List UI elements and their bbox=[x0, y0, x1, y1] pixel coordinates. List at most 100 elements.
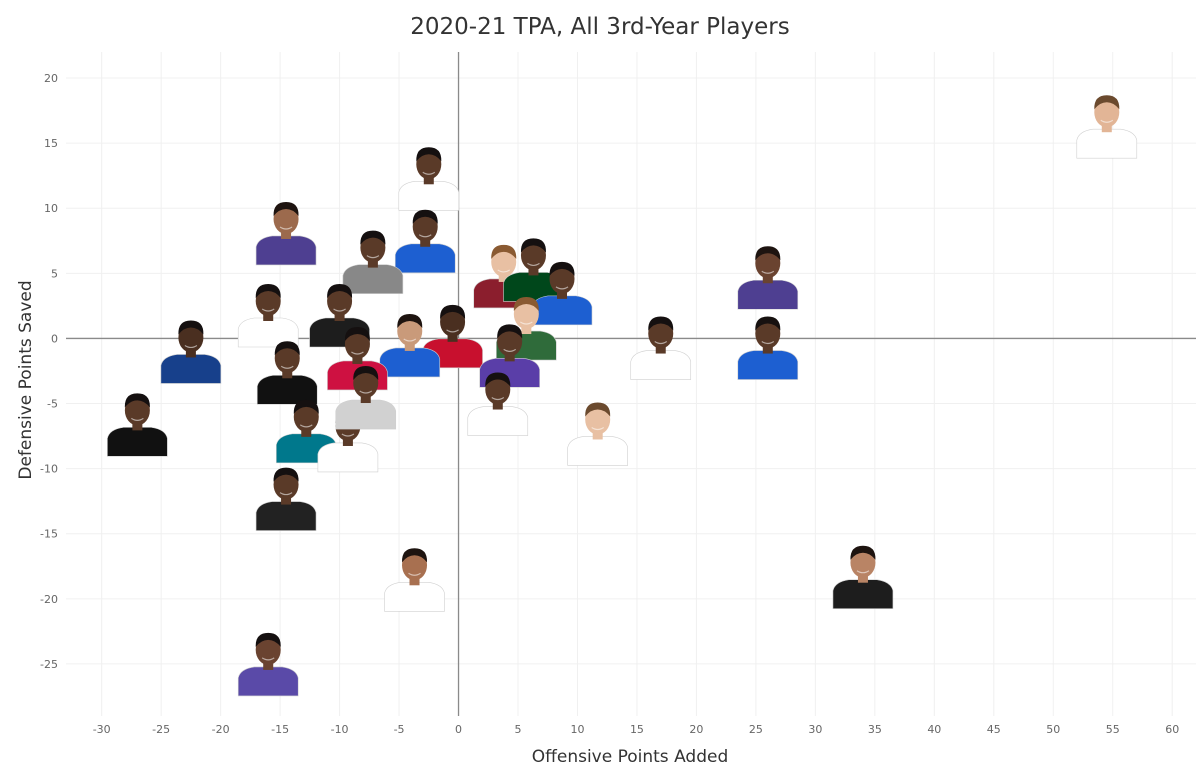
player-jersey bbox=[384, 581, 445, 612]
player-smile bbox=[184, 344, 198, 349]
zero-axes bbox=[66, 52, 1196, 716]
y-tick-label: -10 bbox=[40, 463, 58, 476]
x-tick-label: 60 bbox=[1165, 723, 1179, 736]
player-headshot-point bbox=[256, 341, 318, 405]
player-face bbox=[293, 401, 319, 432]
y-tick-label: -20 bbox=[40, 593, 58, 606]
player-hair bbox=[648, 316, 674, 331]
player-jersey bbox=[237, 317, 299, 348]
player-smile bbox=[131, 417, 144, 421]
player-jersey bbox=[467, 406, 529, 436]
player-smile bbox=[446, 329, 459, 333]
player-neck bbox=[352, 355, 363, 364]
player-neck bbox=[762, 345, 773, 354]
player-neck bbox=[132, 422, 143, 431]
player-smile bbox=[761, 270, 775, 274]
tick-labels: -30 -25 -20 -15 -10 -5 0 5 10 15 20 25 30 35 40 45 50 55 6… bbox=[40, 72, 1179, 736]
player-smile bbox=[418, 234, 432, 238]
player-headshot-point bbox=[467, 372, 529, 436]
player-hair bbox=[293, 399, 319, 414]
x-tick-label: -20 bbox=[212, 723, 230, 736]
player-jersey bbox=[342, 264, 404, 294]
player-face bbox=[755, 248, 781, 279]
player-jersey bbox=[379, 347, 441, 378]
player-hair bbox=[274, 341, 300, 356]
player-face bbox=[1094, 97, 1120, 128]
player-hair bbox=[513, 297, 539, 312]
player-hair bbox=[124, 393, 150, 408]
player-hair bbox=[1094, 95, 1120, 110]
player-headshot-point bbox=[503, 238, 564, 302]
player-neck bbox=[762, 275, 773, 284]
player-neck bbox=[528, 267, 539, 276]
player-headshot-point bbox=[335, 366, 397, 430]
player-hair bbox=[497, 324, 523, 339]
player-smile bbox=[299, 424, 313, 428]
player-neck bbox=[263, 312, 274, 321]
player-smile bbox=[856, 570, 870, 574]
player-neck bbox=[447, 333, 458, 342]
player-smile bbox=[359, 390, 373, 394]
player-smile bbox=[519, 321, 533, 325]
player-neck bbox=[334, 312, 345, 321]
player-headshot-point bbox=[255, 467, 317, 531]
chart-title: 2020-21 TPA, All 3rd-Year Players bbox=[410, 14, 789, 40]
player-face bbox=[344, 328, 370, 359]
player-hair bbox=[520, 238, 546, 253]
y-tick-label: -15 bbox=[40, 528, 58, 541]
player-neck bbox=[592, 431, 603, 440]
player-face bbox=[402, 550, 428, 581]
player-hair bbox=[401, 548, 428, 563]
player-hair bbox=[549, 261, 575, 276]
player-hair bbox=[397, 313, 423, 328]
player-headshot-point bbox=[1076, 95, 1138, 159]
x-tick-label: 45 bbox=[987, 723, 1001, 736]
player-smile bbox=[654, 341, 668, 345]
player-face bbox=[755, 318, 781, 349]
player-face bbox=[491, 246, 517, 277]
player-face bbox=[549, 263, 575, 294]
player-smile bbox=[280, 365, 294, 369]
player-hair bbox=[585, 402, 611, 417]
player-face bbox=[274, 343, 300, 374]
player-headshot-point bbox=[630, 316, 692, 380]
player-headshot-point bbox=[255, 201, 317, 266]
x-tick-label: 35 bbox=[868, 723, 882, 736]
player-headshot-point bbox=[160, 320, 222, 384]
player-jersey bbox=[1076, 128, 1138, 159]
y-axis-title: Defensive Points Saved bbox=[16, 280, 36, 479]
player-neck bbox=[557, 290, 568, 299]
player-face bbox=[255, 634, 281, 665]
player-neck bbox=[360, 395, 371, 404]
player-jersey bbox=[160, 354, 222, 384]
x-tick-label: 15 bbox=[630, 723, 644, 736]
player-neck bbox=[281, 496, 292, 505]
player-smile bbox=[333, 308, 346, 312]
player-smile bbox=[261, 308, 275, 312]
player-face bbox=[124, 395, 150, 426]
player-jersey bbox=[237, 666, 299, 697]
x-tick-label: 50 bbox=[1046, 723, 1060, 736]
player-neck bbox=[521, 326, 532, 335]
player-jersey bbox=[737, 279, 799, 310]
player-smile bbox=[761, 341, 775, 345]
player-neck bbox=[504, 353, 515, 362]
player-neck bbox=[857, 574, 868, 583]
player-hair bbox=[485, 372, 511, 387]
y-tick-label: 0 bbox=[51, 332, 58, 345]
player-jersey bbox=[531, 295, 593, 326]
y-tick-label: 20 bbox=[44, 72, 58, 85]
player-jersey bbox=[567, 436, 628, 466]
player-face bbox=[353, 368, 379, 399]
player-jersey bbox=[317, 442, 379, 473]
player-jersey bbox=[394, 243, 456, 274]
player-hair bbox=[491, 244, 517, 259]
player-jersey bbox=[255, 235, 317, 266]
player-headshot-point bbox=[567, 402, 628, 466]
x-tick-label: 10 bbox=[570, 723, 584, 736]
player-face bbox=[178, 322, 204, 353]
player-smile bbox=[366, 255, 380, 259]
player-neck bbox=[263, 661, 274, 670]
player-hair bbox=[178, 320, 204, 335]
